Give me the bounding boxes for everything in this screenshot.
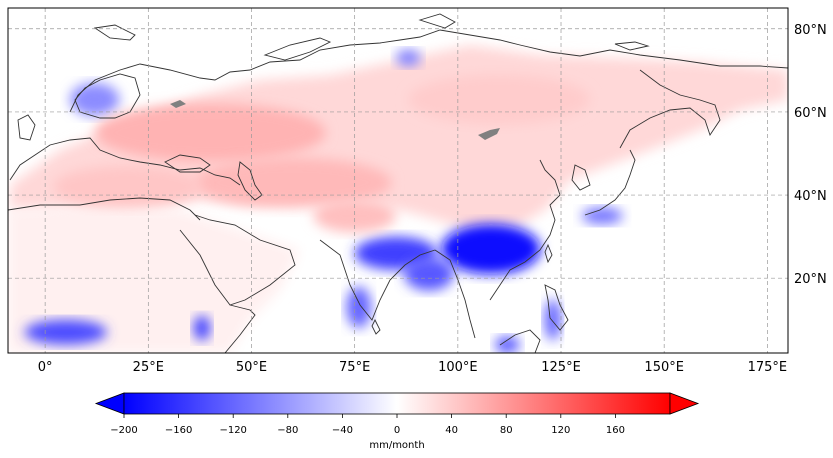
africa-base-field [8,205,300,353]
lat-tick-label: 40°N [794,189,827,204]
lakes [170,100,500,140]
latitude-labels: 20°N 40°N 60°N 80°N [794,23,827,287]
japan-coast [584,149,636,216]
north-africa-coast [8,197,201,221]
east-africa-coast [224,304,256,353]
colorbar-tick-label: 40 [445,425,458,436]
colorbar-label: mm/month [369,440,424,451]
colorbar-tick-label: 0 [394,425,400,436]
arctic-coast [69,29,788,113]
colorbar-ticks: −200 −160 −120 −80 −40 0 40 80 120 160 [110,414,625,436]
field-region-southwest-india-drying [346,286,372,329]
lake-ladoga [170,100,186,108]
borneo-coast [499,329,541,353]
arabia-coast [179,214,296,306]
colorbar-tick-label: −120 [219,425,246,436]
severnaya-zemlya-coast [418,13,456,29]
field-region-japan-drying [581,207,623,225]
lon-tick-label: 50°E [236,360,267,375]
new-siberian-islands-coast [614,41,650,51]
okhotsk-coast [619,69,721,149]
indochina-west-coast [434,249,476,339]
field-region-borneo-drying [494,336,520,353]
field-region-mediterranean-wetting [53,165,202,208]
lon-tick-label: 125°E [541,360,581,375]
field-region-bay-of-bengal-drying [404,257,454,291]
colorbar-tick-label: −200 [110,425,137,436]
taiwan-coast [544,243,553,264]
field-region-south-china-drying [441,224,541,275]
coastlines [8,13,788,353]
colorbar-tick-label: 120 [551,425,570,436]
colorbar-min-extend-arrow [94,392,125,415]
colorbar: −200 −160 −120 −80 −40 0 40 80 120 160 mm/month [94,392,700,451]
lake-baikal [478,128,500,140]
colorbar-tick-label: −40 [332,425,353,436]
field-region-philippines-drying [544,298,562,341]
map-frame [7,7,789,354]
field-region-central-asia-wetting [193,157,392,208]
field-region-ethiopia-drying [193,315,211,341]
lon-tick-label: 150°E [644,360,684,375]
field-region-central-siberia-wetting [408,74,590,125]
colorbar-gradient [123,392,671,415]
field-region-west-africa-drying [24,319,108,345]
lon-tick-label: 0° [38,360,53,375]
colorbar-max-extend-arrow [669,392,700,415]
philippines-coast [544,284,569,331]
field-region-tibet-wetting [313,199,396,233]
colorbar-tick-label: 80 [500,425,513,436]
lat-tick-label: 80°N [794,23,827,38]
lat-tick-label: 60°N [794,106,827,121]
lon-tick-label: 75°E [339,360,370,375]
china-coast [489,159,561,301]
field-region-kara-sea-drying [395,49,421,67]
field-region-western-russia-wetting [94,103,326,162]
gridlines [8,8,788,353]
lat-tick-label: 20°N [794,272,827,287]
novaya-zemlya-coast [263,37,332,61]
lon-tick-label: 100°E [438,360,478,375]
svalbard-coast [93,24,136,41]
britain-coast [17,114,36,141]
korea-coast [571,164,591,191]
colorbar-tick-label: −80 [277,425,298,436]
lon-tick-label: 175°E [748,360,788,375]
mediterranean-north-coast [9,137,241,186]
lon-tick-label: 25°E [133,360,164,375]
sri-lanka-coast [371,318,381,335]
field-region-scandinavia-drying [69,82,120,117]
scandinavia-coast [74,73,141,119]
longitude-labels: 0° 25°E 50°E 75°E 100°E 125°E 150°E 175°E [38,360,787,375]
anomaly-field [8,45,788,353]
colorbar-tick-label: 160 [606,425,625,436]
colorbar-tick-label: −160 [165,425,192,436]
black-sea-coast [164,154,211,173]
india-coast [319,239,436,321]
caspian-coast [237,161,263,201]
